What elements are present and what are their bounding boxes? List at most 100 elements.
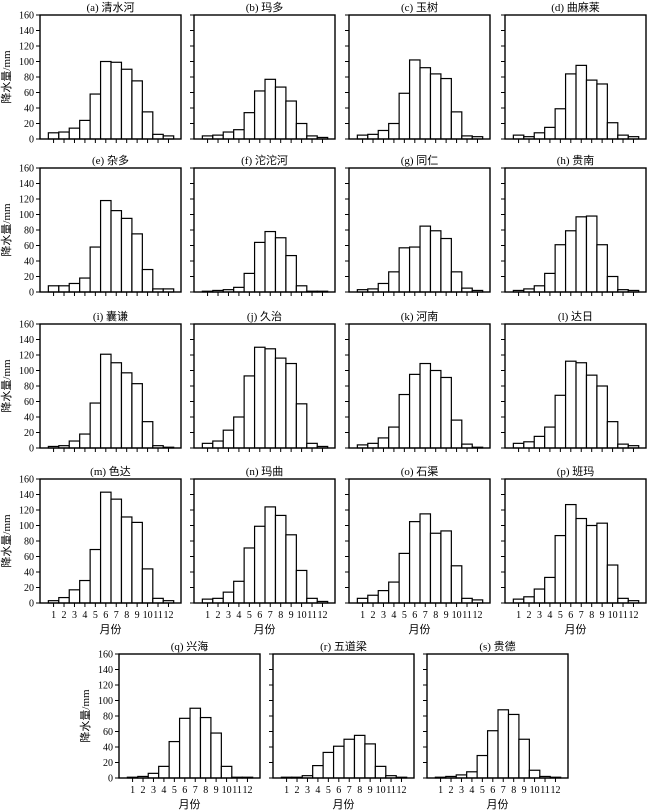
bar-month-5 (398, 247, 411, 293)
x-tick-label: 9 (289, 610, 294, 621)
panel-title: (j) 久治 (247, 309, 282, 323)
panel-d: (d) 曲麻莱 (501, 0, 647, 143)
x-tick-label: 3 (537, 610, 542, 621)
bar-month-6 (564, 230, 577, 293)
x-tick-label: 8 (203, 785, 208, 796)
bar-month-5 (398, 393, 411, 449)
bar-month-3 (222, 591, 235, 604)
bar-month-6 (408, 59, 421, 140)
x-tick-label: 12 (472, 610, 482, 621)
panel-title: (q) 兴海 (171, 639, 209, 653)
bar-month-3 (377, 282, 390, 293)
y-tick-label: 140 (19, 26, 34, 37)
bar-month-4 (388, 271, 400, 293)
bar-month-10 (141, 421, 154, 449)
panel-h: (h) 贵南 (501, 154, 647, 296)
bar-month-8 (274, 237, 287, 293)
bar-month-2 (58, 596, 70, 604)
panel-j: (j) 久治 (190, 309, 336, 452)
bar-month-6 (253, 90, 266, 140)
bar-month-8 (429, 73, 442, 140)
x-tick-label: 9 (522, 785, 527, 796)
y-tick-label: 40 (24, 568, 34, 579)
x-tick-label: 2 (62, 610, 67, 621)
x-tick-label: 8 (433, 610, 438, 621)
bar-month-10 (295, 122, 308, 140)
x-tick-label: 9 (214, 785, 219, 796)
x-tick-label: 10 (222, 785, 232, 796)
bar-month-9 (440, 530, 452, 604)
y-tick-label: 120 (19, 42, 34, 53)
y-tick-label: 160 (19, 11, 34, 22)
bar-month-5 (89, 246, 102, 293)
bar-month-6 (564, 73, 577, 140)
bar-month-7 (264, 506, 277, 604)
x-tick-label: 4 (236, 610, 241, 621)
panel-k: (k) 河南 (345, 310, 491, 452)
bar-month-9 (596, 522, 608, 604)
bar-month-8 (585, 215, 598, 293)
x-tick-label: 10 (530, 785, 540, 796)
bar-month-8 (429, 532, 442, 604)
bar-month-9 (364, 743, 376, 779)
bar-month-9 (596, 83, 608, 140)
panel-title: (g) 同仁 (401, 154, 439, 167)
x-tick-label: 7 (579, 610, 584, 621)
bar-month-8 (585, 79, 598, 140)
bar-month-3 (533, 588, 546, 604)
bar-month-10 (606, 122, 619, 140)
panel-b: (b) 玛多 (190, 0, 336, 143)
x-tick-label: 6 (103, 610, 108, 621)
y-tick-label: 160 (19, 475, 34, 486)
y-tick-label: 100 (19, 57, 34, 68)
x-tick-label: 12 (396, 785, 406, 796)
bar-month-9 (518, 738, 530, 779)
y-tick-label: 80 (24, 537, 34, 548)
bar-month-3 (377, 437, 390, 449)
bar-month-5 (168, 740, 181, 779)
y-tick-label: 20 (24, 583, 34, 594)
panel-title: (a) 清水河 (87, 1, 135, 14)
bar-month-8 (120, 68, 133, 140)
bar-month-5 (243, 112, 256, 140)
bar-month-5 (243, 547, 256, 604)
y-tick-label: 120 (19, 351, 34, 362)
panel-title: (c) 玉树 (401, 0, 438, 14)
bar-month-5 (243, 272, 256, 293)
x-tick-label: 1 (438, 785, 443, 796)
bar-month-7 (497, 709, 510, 779)
x-tick-label: 10 (143, 610, 153, 621)
bar-month-4 (79, 277, 91, 293)
y-axis-label: 降水量/mm (78, 689, 92, 743)
x-axis-label: 月份 (487, 798, 509, 810)
bar-month-4 (544, 272, 556, 293)
bar-month-2 (58, 285, 70, 293)
y-tick-label: 100 (19, 521, 34, 532)
x-tick-label: 2 (141, 785, 146, 796)
bar-month-8 (120, 217, 133, 293)
bar-month-6 (564, 503, 577, 604)
panel-title: (n) 玛曲 (246, 465, 284, 478)
bar-month-5 (554, 244, 567, 293)
bar-month-4 (233, 580, 245, 604)
bar-month-6 (332, 745, 345, 779)
y-tick-label: 40 (103, 743, 113, 754)
bar-month-4 (312, 764, 324, 779)
bar-month-9 (285, 254, 297, 293)
bar-month-3 (377, 129, 390, 140)
panel-g: (g) 同仁 (345, 154, 491, 296)
x-tick-label: 2 (295, 785, 300, 796)
bar-month-9 (596, 244, 608, 293)
y-tick-label: 80 (24, 382, 34, 393)
bar-month-10 (606, 421, 619, 449)
y-tick-label: 0 (29, 288, 34, 299)
bar-month-5 (554, 534, 567, 604)
x-tick-label: 5 (326, 785, 331, 796)
bar-month-5 (554, 108, 567, 140)
x-axis-label: 月份 (179, 798, 201, 810)
bar-month-4 (544, 126, 556, 140)
bar-month-7 (575, 362, 588, 449)
x-tick-label: 11 (307, 610, 317, 621)
bar-month-3 (68, 282, 81, 293)
